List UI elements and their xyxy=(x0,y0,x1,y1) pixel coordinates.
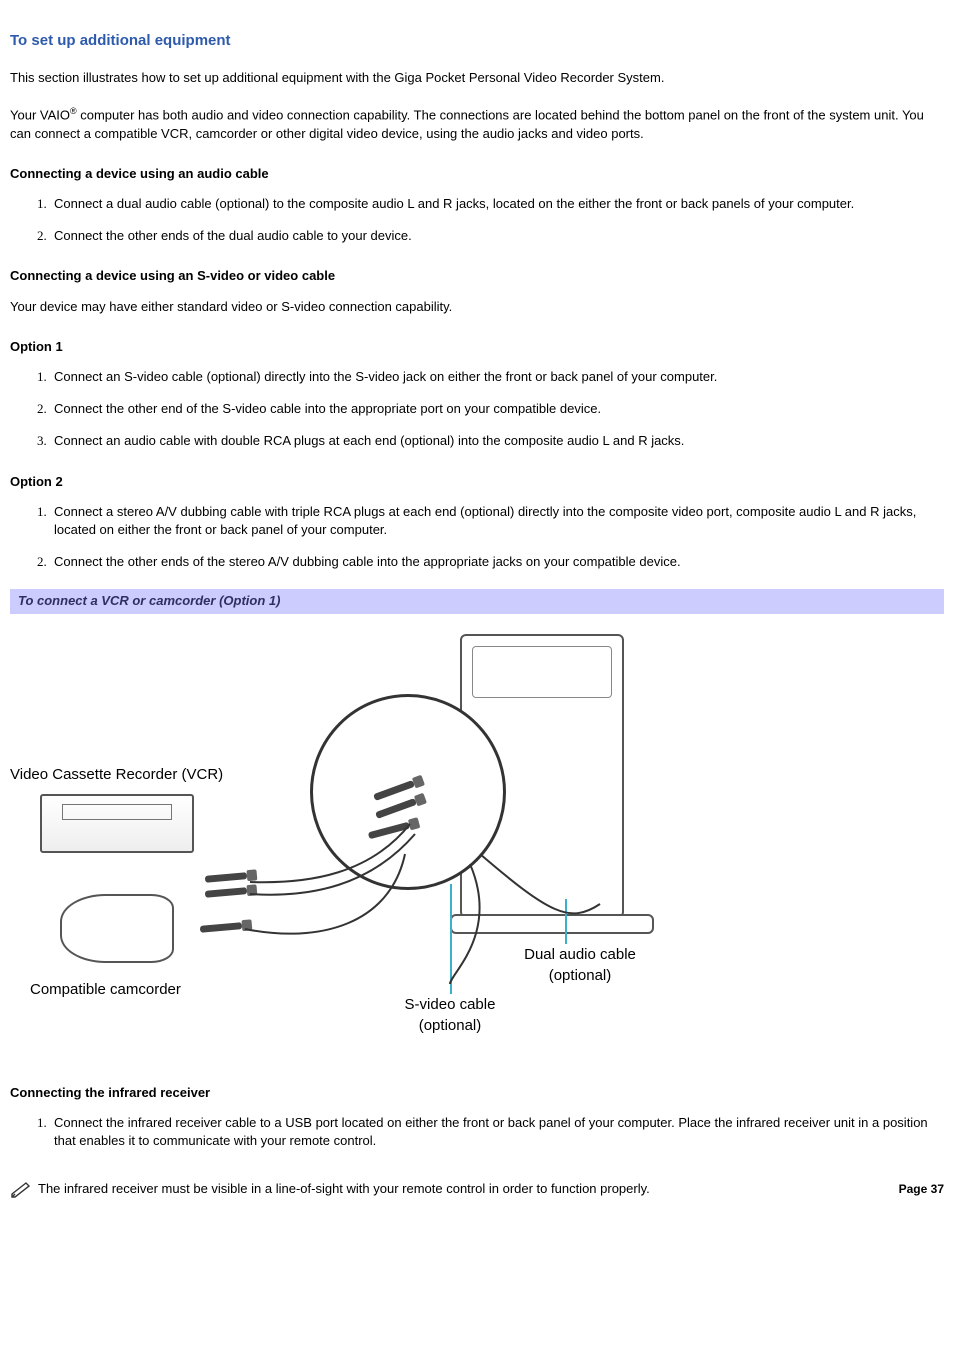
list-item: Connect a dual audio cable (optional) to… xyxy=(50,195,944,213)
note-text: The infrared receiver must be visible in… xyxy=(38,1180,650,1198)
audio-steps-list: Connect a dual audio cable (optional) to… xyxy=(10,195,944,245)
audio-cable-heading: Connecting a device using an audio cable xyxy=(10,165,944,183)
option2-steps-list: Connect a stereo A/V dubbing cable with … xyxy=(10,503,944,572)
vaio-paragraph: Your VAIO® computer has both audio and v… xyxy=(10,105,944,143)
list-item: Connect an audio cable with double RCA p… xyxy=(50,432,944,450)
figure-caption: To connect a VCR or camcorder (Option 1) xyxy=(10,589,944,613)
note-icon xyxy=(10,1180,32,1198)
list-item: Connect an S-video cable (optional) dire… xyxy=(50,368,944,386)
svideo-intro-paragraph: Your device may have either standard vid… xyxy=(10,298,944,316)
vaio-suffix: computer has both audio and video connec… xyxy=(10,108,924,141)
list-item: Connect the other end of the S-video cab… xyxy=(50,400,944,418)
list-item: Connect the infrared receiver cable to a… xyxy=(50,1114,944,1150)
note-block: The infrared receiver must be visible in… xyxy=(10,1180,650,1198)
list-item: Connect the other ends of the stereo A/V… xyxy=(50,553,944,571)
cable-paths xyxy=(10,624,810,1044)
option1-steps-list: Connect an S-video cable (optional) dire… xyxy=(10,368,944,451)
page-title: To set up additional equipment xyxy=(10,30,944,51)
registered-mark: ® xyxy=(70,106,77,116)
infrared-heading: Connecting the infrared receiver xyxy=(10,1084,944,1102)
connection-diagram: Video Cassette Recorder (VCR) Compatible… xyxy=(10,624,810,1044)
list-item: Connect the other ends of the dual audio… xyxy=(50,227,944,245)
list-item: Connect a stereo A/V dubbing cable with … xyxy=(50,503,944,539)
option2-heading: Option 2 xyxy=(10,473,944,491)
option1-heading: Option 1 xyxy=(10,338,944,356)
svideo-heading: Connecting a device using an S-video or … xyxy=(10,267,944,285)
page-number: Page 37 xyxy=(899,1181,944,1198)
footer-row: The infrared receiver must be visible in… xyxy=(10,1180,944,1198)
infrared-steps-list: Connect the infrared receiver cable to a… xyxy=(10,1114,944,1150)
vaio-prefix: Your VAIO xyxy=(10,108,70,123)
intro-paragraph: This section illustrates how to set up a… xyxy=(10,69,944,87)
